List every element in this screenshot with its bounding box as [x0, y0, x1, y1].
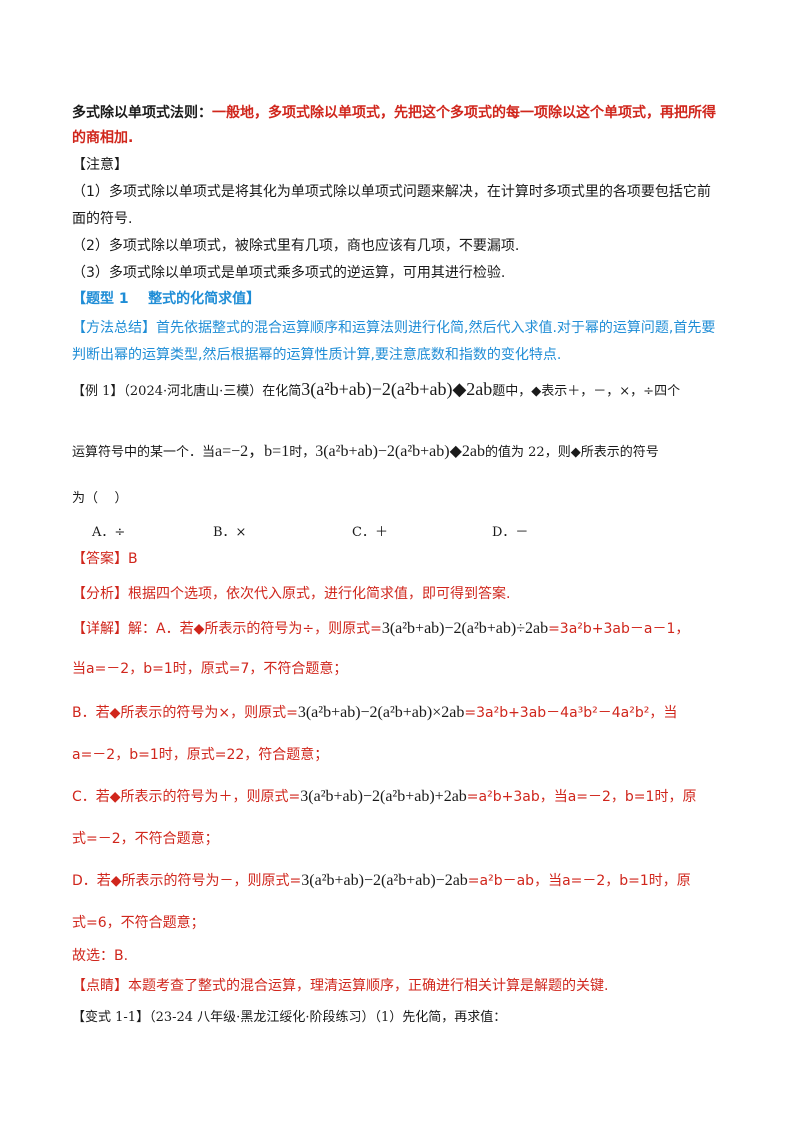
- expr-div: 3(a²b+ab)−2(a²b+ab)÷2ab: [381, 620, 549, 637]
- detail-c-result: =a²b+3ab，当a=－2，b=1时，原: [466, 789, 697, 805]
- detail-d-line-1: D．若◆所表示的符号为－，则原式=3(a²b+ab)−2(a²b+ab)−2ab…: [72, 871, 740, 891]
- option-c: C．＋: [352, 525, 388, 540]
- example-line-3: 为（ ）: [72, 491, 128, 506]
- note-title: 【注意】: [72, 157, 128, 173]
- method-label: 【方法总结】: [72, 320, 156, 336]
- expr-diamond-2: 3(a²b+ab)−2(a²b+ab)◆2ab: [315, 443, 486, 460]
- expr-sub: 3(a²b+ab)−2(a²b+ab)−2ab: [301, 872, 468, 889]
- note-item-3: （3）多项式除以单项式是单项式乘多项式的逆运算，可用其进行检验.: [72, 265, 506, 281]
- detail-d-line-2: 式=6，不符合题意；: [72, 915, 205, 931]
- detail-c-line-2: 式=－2，不符合题意；: [72, 831, 219, 847]
- note-item-2: （2）多项式除以单项式，被除式里有几项，商也应该有几项，不要漏项.: [72, 238, 520, 254]
- method-line-1: 【方法总结】首先依据整式的混合运算顺序和运算法则进行化简,然后代入求值.对于幂的…: [72, 318, 740, 338]
- analysis-line: 【分析】根据四个选项，依次代入原式，进行化简求值，即可得到答案.: [72, 584, 740, 604]
- variant-label: 【变式 1-1】: [72, 1010, 150, 1025]
- example-line-1: 【例 1】（2024·河北唐山·三模）在化简3(a²b+ab)−2(a²b+ab…: [72, 379, 740, 402]
- analysis-text: 根据四个选项，依次代入原式，进行化简求值，即可得到答案.: [128, 586, 511, 602]
- detail-a-line-2: 当a=－2，b=1时，原式=7，不符合题意；: [72, 661, 348, 677]
- detail-a-intro: 解：A．若◆所表示的符号为÷，则原式=: [128, 621, 382, 637]
- expr-diamond: 3(a²b+ab)−2(a²b+ab)◆2ab: [301, 379, 493, 399]
- detail-label: 【详解】: [72, 621, 128, 637]
- option-a: A．÷: [92, 525, 126, 540]
- example-mid: 题中，◆表示＋，－，×，÷四个: [492, 384, 681, 399]
- note-item-1a: （1）多项式除以单项式是将其化为单项式除以单项式问题来解决，在计算时多项式里的各…: [72, 184, 711, 200]
- comment-text: 本题考查了整式的混合运算，理清运算顺序，正确进行相关计算是解题的关键.: [128, 978, 609, 994]
- variant-text: （23-24 八年级·黑龙江绥化·阶段练习）（1）先化简，再求值：: [149, 1010, 507, 1025]
- detail-d-result: =a²b－ab，当a=－2，b=1时，原: [467, 873, 691, 889]
- variant-line: 【变式 1-1】（23-24 八年级·黑龙江绥化·阶段练习）（1）先化简，再求值…: [72, 1008, 740, 1028]
- note-item-1b: 面的符号.: [72, 211, 133, 227]
- detail-b-line-2: a=－2，b=1时，原式=22，符合题意；: [72, 747, 329, 763]
- example-line2c: 的值为 22，则◆所表示的符号: [485, 445, 659, 460]
- example-vals: a=−2，b=1: [215, 443, 290, 460]
- expr-add: 3(a²b+ab)−2(a²b+ab)+2ab: [300, 788, 467, 805]
- detail-c-line-1: C．若◆所表示的符号为＋，则原式=3(a²b+ab)−2(a²b+ab)+2ab…: [72, 787, 740, 807]
- comment-label: 【点睛】: [72, 978, 128, 994]
- answer-value: B: [128, 551, 138, 567]
- option-b: B．×: [213, 525, 247, 540]
- example-line2a: 运算符号中的某一个．当: [72, 445, 216, 460]
- comment-line: 【点睛】本题考查了整式的混合运算，理清运算顺序，正确进行相关计算是解题的关键.: [72, 976, 740, 996]
- method-text-1: 首先依据整式的混合运算顺序和运算法则进行化简,然后代入求值.对于幂的运算问题,首…: [156, 320, 716, 336]
- example-line2b: 时，: [289, 445, 316, 460]
- option-d: D．－: [492, 525, 529, 540]
- detail-b-intro: B．若◆所表示的符号为×，则原式=: [72, 705, 298, 721]
- detail-a-result: =3a²b+3ab－a－1，: [548, 621, 690, 637]
- example-source: （2024·河北唐山·三模）在化简: [123, 384, 302, 399]
- example-label: 【例 1】: [72, 384, 124, 399]
- detail-d-intro: D．若◆所表示的符号为－，则原式=: [72, 873, 302, 889]
- answer-label: 【答案】: [72, 551, 128, 567]
- detail-a-line-1: 【详解】解：A．若◆所表示的符号为÷，则原式=3(a²b+ab)−2(a²b+a…: [72, 619, 740, 639]
- detail-c-intro: C．若◆所表示的符号为＋，则原式=: [72, 789, 301, 805]
- rule-text-1: 一般地，多项式除以单项式，先把这个多项式的每一项除以这个单项式，再把所得: [212, 105, 716, 121]
- detail-b-line-1: B．若◆所表示的符号为×，则原式=3(a²b+ab)−2(a²b+ab)×2ab…: [72, 703, 740, 723]
- analysis-label: 【分析】: [72, 586, 128, 602]
- topic-heading: 【题型 1 整式的化简求值】: [72, 291, 261, 307]
- rule-label: 多式除以单项式法则：: [72, 105, 212, 121]
- answer-line: 【答案】B: [72, 549, 740, 569]
- method-text-2: 判断出幂的运算类型,然后根据幂的运算性质计算,要注意底数和指数的变化特点.: [72, 347, 562, 363]
- detail-conclusion: 故选：B.: [72, 948, 129, 964]
- rule-text-2: 的商相加.: [72, 130, 134, 146]
- detail-b-result: =3a²b+3ab－4a³b²－4a²b²，当: [464, 705, 678, 721]
- expr-mul: 3(a²b+ab)−2(a²b+ab)×2ab: [297, 704, 465, 721]
- example-line-2: 运算符号中的某一个．当a=−2，b=1时，3(a²b+ab)−2(a²b+ab)…: [72, 442, 740, 463]
- rule-line-1: 多式除以单项式法则：一般地，多项式除以单项式，先把这个多项式的每一项除以这个单项…: [72, 103, 740, 123]
